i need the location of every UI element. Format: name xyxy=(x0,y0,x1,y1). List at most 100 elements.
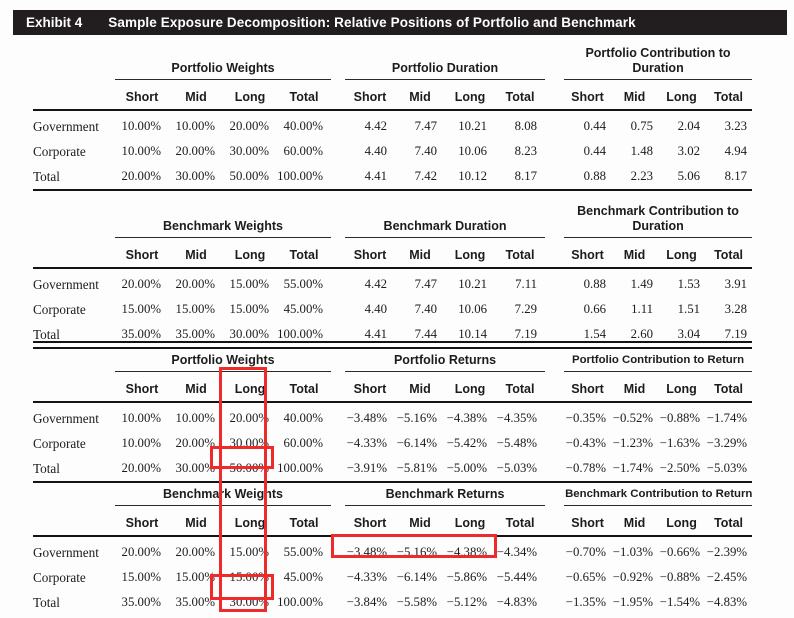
cell: 7.47 xyxy=(414,119,437,133)
column-gap xyxy=(331,139,345,164)
cell: 7.40 xyxy=(414,302,438,316)
column-gap xyxy=(545,79,564,111)
column-header-row: Short Mid Long Total Short Mid Long Tota… xyxy=(33,505,753,537)
cell: 100.00% xyxy=(277,164,331,191)
column-header: Long xyxy=(445,79,495,111)
column-gap xyxy=(331,565,345,590)
table-row: Government 10.00% 10.00% 20.00% 40.00% −… xyxy=(33,402,752,431)
row-label: Corporate xyxy=(33,435,86,451)
column-gap xyxy=(545,342,564,372)
cell: 10.00% xyxy=(121,411,161,425)
cell: 4.94 xyxy=(724,144,748,158)
cell: −4.33% xyxy=(346,570,388,584)
cell: −5.16% xyxy=(396,411,437,425)
row-label: Government xyxy=(33,544,99,560)
column-gap xyxy=(545,536,564,565)
column-gap xyxy=(545,402,564,431)
cell: −2.50% xyxy=(658,456,706,483)
column-gap xyxy=(331,456,345,483)
cell: −4.83% xyxy=(706,595,748,609)
cell: −6.14% xyxy=(396,436,437,450)
column-header: Long xyxy=(658,371,706,403)
column-gap xyxy=(331,268,345,297)
cell: 10.00% xyxy=(121,436,161,450)
cell: −0.78% xyxy=(564,456,612,483)
cell: 8.23 xyxy=(514,144,537,158)
cell: −6.14% xyxy=(396,570,438,584)
cell: −5.42% xyxy=(446,436,487,450)
cell: −1.95% xyxy=(612,595,654,609)
column-gap xyxy=(545,482,564,506)
cell: 5.06 xyxy=(658,164,705,191)
column-header: Total xyxy=(277,371,331,403)
column-header: Long xyxy=(223,371,277,403)
group-title-row: Portfolio Weights Portfolio Duration Por… xyxy=(33,46,753,80)
cell: 8.08 xyxy=(514,119,537,133)
column-gap xyxy=(545,590,564,615)
cell: 20.00% xyxy=(115,164,169,191)
column-header: Long xyxy=(223,505,277,537)
cell: −0.35% xyxy=(565,411,607,425)
cell: 0.75 xyxy=(630,119,653,133)
cell: 10.00% xyxy=(121,144,161,158)
row-label: Total xyxy=(33,322,115,349)
group-title-row: Benchmark Weights Benchmark Duration Ben… xyxy=(33,190,753,238)
table-row: Corporate 10.00% 20.00% 30.00% 60.00% −4… xyxy=(33,431,752,456)
cell: −5.03% xyxy=(495,456,546,483)
cell: 2.23 xyxy=(611,164,658,191)
cell: −0.88% xyxy=(659,570,701,584)
cell: 7.40 xyxy=(414,144,437,158)
column-header: Total xyxy=(277,237,332,269)
column-header: Short xyxy=(115,371,169,403)
row-label: Corporate xyxy=(33,569,86,585)
column-gap xyxy=(545,268,564,297)
table-portfolio-returns: Portfolio Weights Portfolio Returns Port… xyxy=(33,341,753,483)
table-row: Total 20.00% 30.00% 50.00% 100.00% 4.41 … xyxy=(33,164,753,191)
cell: 3.28 xyxy=(724,302,748,316)
row-label: Government xyxy=(33,276,99,292)
cell: 45.00% xyxy=(283,570,324,584)
cell: 20.00% xyxy=(115,456,169,483)
column-header: Total xyxy=(277,79,331,111)
cell: 1.11 xyxy=(631,302,654,316)
cell: 10.21 xyxy=(458,277,488,291)
column-header: Total xyxy=(495,371,546,403)
spacer xyxy=(33,371,115,403)
column-gap xyxy=(331,482,345,506)
column-header: Total xyxy=(705,371,753,403)
cell: 7.11 xyxy=(515,277,538,291)
column-header: Short xyxy=(564,371,612,403)
table-row: Corporate 15.00% 15.00% 15.00% 45.00% −4… xyxy=(33,565,752,590)
group-title: Benchmark Contribution to Duration xyxy=(564,190,753,238)
column-header: Mid xyxy=(395,237,446,269)
cell: 1.53 xyxy=(677,277,701,291)
cell: 10.00% xyxy=(175,411,215,425)
table-row: Government 10.00% 10.00% 20.00% 40.00% 4… xyxy=(33,110,752,139)
group-title: Benchmark Weights xyxy=(115,482,332,506)
cell: 20.00% xyxy=(229,411,269,425)
row-label: Total xyxy=(33,164,115,191)
column-header: Long xyxy=(658,237,706,269)
cell: −3.48% xyxy=(346,411,387,425)
cell: 0.44 xyxy=(583,144,606,158)
column-gap xyxy=(545,237,565,269)
exhibit-number: Exhibit 4 xyxy=(26,15,83,30)
cell: 20.00% xyxy=(229,119,269,133)
column-header: Total xyxy=(495,237,546,269)
table-row: Total 20.00% 30.00% 50.00% 100.00% −3.91… xyxy=(33,456,753,483)
cell: 10.06 xyxy=(458,144,487,158)
row-label: Government xyxy=(33,410,99,426)
cell: 20.00% xyxy=(175,436,215,450)
cell: 8.17 xyxy=(495,164,545,191)
cell: 8.17 xyxy=(705,164,753,191)
column-gap xyxy=(331,371,345,403)
cell: 15.00% xyxy=(175,302,215,316)
column-gap xyxy=(545,110,564,139)
cell: 30.00% xyxy=(229,144,269,158)
cell: −1.03% xyxy=(612,545,654,559)
table-row: Corporate 15.00% 15.00% 15.00% 45.00% 4.… xyxy=(33,297,752,322)
group-title-row: Portfolio Weights Portfolio Returns Port… xyxy=(33,342,753,372)
column-header: Short xyxy=(345,505,396,537)
table-row: Total 35.00% 35.00% 30.00% 100.00% −3.84… xyxy=(33,590,752,615)
cell: 20.00% xyxy=(121,545,161,559)
